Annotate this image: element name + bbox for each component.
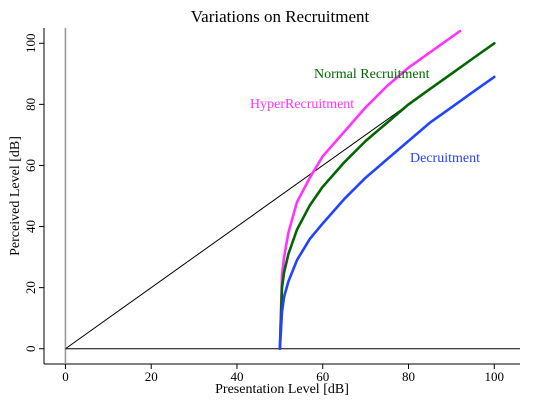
x-axis-label: Presentation Level [dB] [215, 382, 349, 397]
series-line-hyperrecruitment [278, 29, 462, 351]
x-tick-label-0: 0 [62, 369, 69, 384]
x-tick-label-20: 20 [145, 369, 158, 384]
x-tick-label-80: 80 [402, 369, 415, 384]
plot-area: 0 20 40 60 80 100 0 20 40 60 80 100 HyperRecruitment… [23, 28, 520, 384]
y-tick-label-80: 80 [23, 98, 38, 111]
y-tick-label-40: 40 [23, 220, 38, 233]
y-tick-label-0: 0 [23, 345, 38, 352]
series-line-normal-recruitment [278, 41, 496, 351]
x-tick-label-100: 100 [485, 369, 505, 384]
x-tick-label-60: 60 [316, 369, 329, 384]
y-tick-label-60: 60 [23, 159, 38, 172]
series-label-decruitment: Decruitment [410, 151, 480, 166]
y-axis-label: Perceived Level [dB] [8, 136, 23, 256]
x-tick-label-40: 40 [230, 369, 243, 384]
series-label-normal-recruitment: Normal Recruitment [314, 67, 430, 82]
series-line-decruitment [278, 75, 496, 351]
y-tick-label-100: 100 [23, 34, 38, 54]
chart-title: Variations on Recruitment [191, 7, 370, 26]
series-label-hyperrecruitment: HyperRecruitment [250, 97, 354, 112]
y-tick-label-20: 20 [23, 281, 38, 294]
